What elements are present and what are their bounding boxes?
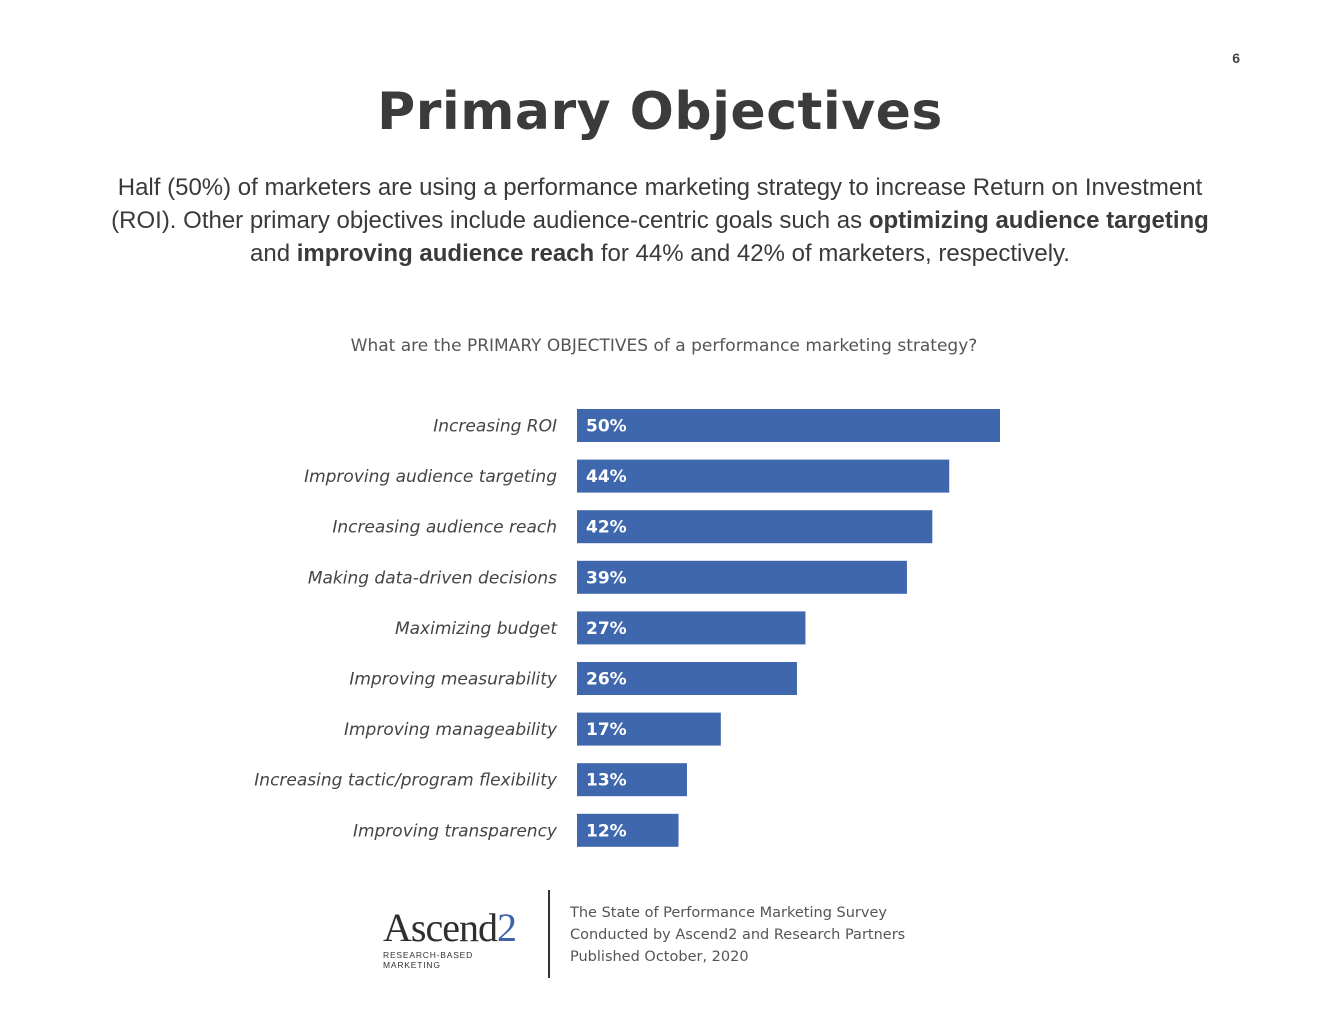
bar [577, 611, 806, 645]
bar-value-label: 39% [586, 568, 627, 588]
bar [577, 560, 907, 594]
bar-chart: Increasing ROI 50% Improving audience targ… [254, 409, 1000, 847]
bar-value-label: 12% [586, 821, 627, 841]
bar [577, 712, 721, 746]
intro-bold-reach: improving audience reach [296, 240, 595, 267]
chart-question: What are the PRIMARY OBJECTIVES of a per… [350, 336, 978, 356]
category-label: Increasing tactic/program flexibility [254, 771, 558, 791]
ascend2-logo: Ascend2 RESEARCH-BASED MARKETING [383, 908, 528, 971]
bar-value-label: 13% [586, 771, 627, 791]
bar-value-label: 50% [586, 417, 627, 437]
category-label: Increasing ROI [433, 417, 557, 437]
category-label: Improving measurability [349, 670, 558, 690]
bar [577, 409, 1000, 442]
footer: Ascend2 RESEARCH-BASED MARKETING The Sta… [383, 890, 943, 978]
bar [577, 813, 679, 847]
intro-text-3: for 44% and 42% of marketers, respective… [594, 240, 1070, 267]
bar-value-label: 27% [586, 619, 627, 639]
bar [577, 510, 933, 544]
category-label: Increasing audience reach [332, 518, 557, 538]
logo-tagline: RESEARCH-BASED MARKETING [383, 950, 474, 970]
page-number: 6 [1232, 50, 1240, 66]
footer-line-published: Published October, 2020 [570, 949, 749, 965]
category-label: Improving manageability [344, 720, 558, 740]
category-label: Maximizing budget [395, 619, 558, 639]
footer-line-survey: The State of Performance Marketing Surve… [570, 905, 887, 921]
intro-text-2: and [250, 240, 297, 267]
category-label: Making data-driven decisions [308, 568, 557, 588]
logo-accent: 2 [496, 905, 517, 950]
bar-value-label: 26% [586, 670, 627, 690]
intro-bold-targeting: optimizing audience targeting [868, 207, 1209, 234]
bar-value-label: 17% [586, 720, 627, 740]
bar [577, 763, 687, 797]
logo-text: Ascend [383, 905, 498, 950]
footer-source: The State of Performance Marketing Surve… [570, 902, 905, 968]
bar [577, 459, 950, 493]
bar-value-label: 44% [586, 467, 627, 487]
bar [577, 662, 797, 695]
intro-paragraph: Half (50%) of marketers are using a perf… [100, 171, 1220, 270]
bar-value-label: 42% [586, 518, 627, 538]
logo-wordmark: Ascend2 [383, 908, 528, 948]
page-title: Primary Objectives [377, 82, 943, 142]
footer-line-conducted: Conducted by Ascend2 and Research Partne… [570, 927, 906, 943]
intro-text-1: Half (50%) of marketers are using a perf… [111, 174, 1203, 234]
category-label: Improving transparency [353, 821, 558, 841]
footer-divider [548, 890, 550, 978]
category-label: Improving audience targeting [304, 467, 557, 487]
